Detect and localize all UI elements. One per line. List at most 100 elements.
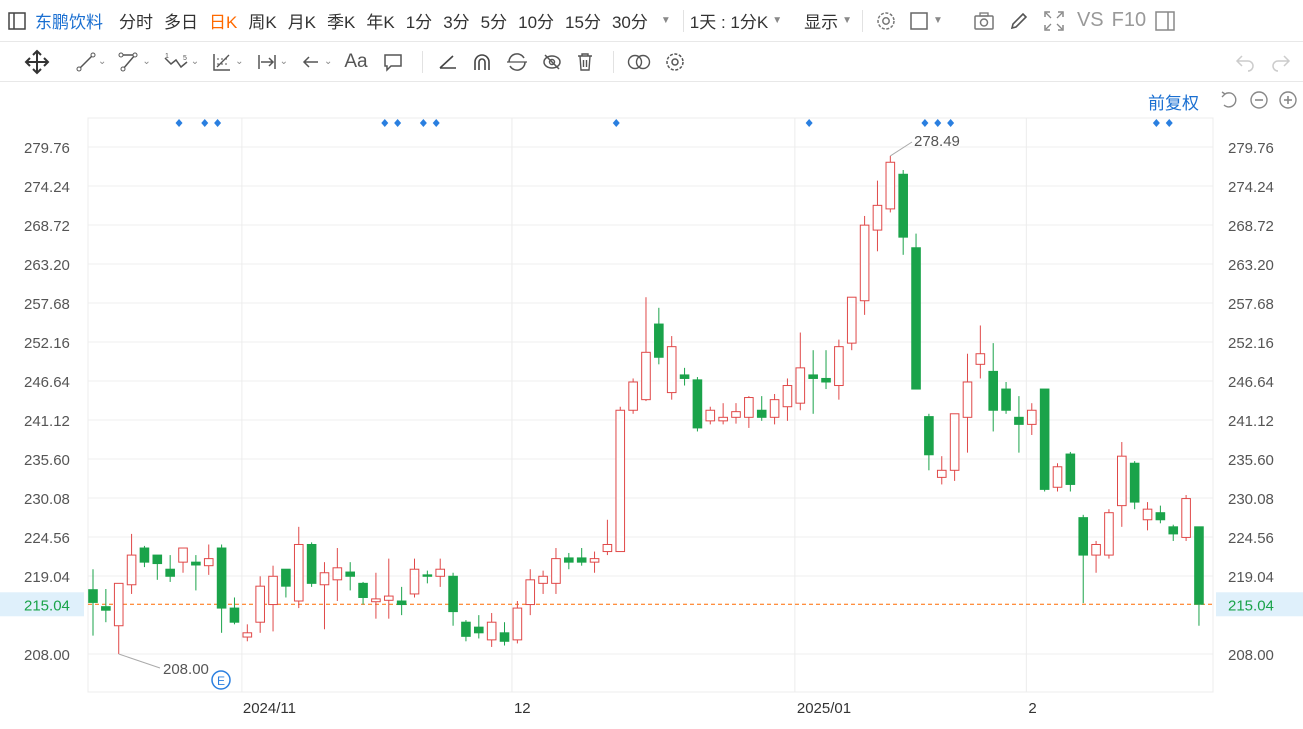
- max-label: 278.49: [914, 133, 960, 150]
- tab-period[interactable]: 季K: [327, 13, 356, 32]
- event-diamond: [381, 119, 389, 127]
- candle-body: [795, 367, 806, 404]
- tab-period[interactable]: 5分: [480, 13, 508, 32]
- event-diamond: [201, 119, 209, 127]
- fullscreen-icon[interactable]: [1043, 10, 1065, 32]
- candle-body: [435, 568, 446, 577]
- tab-period[interactable]: 年K: [366, 13, 395, 32]
- tab-period[interactable]: 3分: [443, 13, 470, 32]
- cycle-icon[interactable]: [505, 51, 529, 73]
- hide-icon[interactable]: [541, 51, 563, 73]
- candle-body: [654, 323, 664, 358]
- candle-body: [332, 567, 343, 581]
- camera-icon[interactable]: [973, 11, 995, 31]
- candle-body: [1014, 416, 1024, 425]
- candle-body: [88, 589, 98, 603]
- zoom-out-icon[interactable]: [1248, 89, 1270, 111]
- tab-period[interactable]: 1分: [405, 13, 433, 32]
- y-tick-label-left: 224.56: [24, 530, 70, 547]
- candle-body: [602, 543, 613, 553]
- fib-icon[interactable]: ⌄: [211, 51, 244, 73]
- x-tick-label: 2: [1028, 700, 1036, 717]
- top-bar: 东鹏饮料 分时 多日 日K 周K 月K 季K 年K 1分 3分 5分 10分 15分 30分 ▼ 1天 …: [0, 0, 1303, 42]
- range-select[interactable]: 1天 : 1分K: [689, 13, 769, 32]
- adjust-select[interactable]: 前复权: [1148, 94, 1199, 113]
- angle-icon[interactable]: [437, 52, 459, 72]
- link-icon[interactable]: [626, 52, 652, 72]
- settings-icon[interactable]: [875, 10, 897, 32]
- candle-body: [1129, 462, 1140, 503]
- candle-body: [281, 568, 291, 587]
- reset-icon[interactable]: [1219, 89, 1241, 111]
- y-tick-label-left: 252.16: [24, 335, 70, 352]
- stock-name[interactable]: 东鹏饮料: [35, 13, 103, 32]
- trash-icon[interactable]: [575, 51, 595, 73]
- comment-icon[interactable]: [382, 52, 404, 72]
- panel-icon[interactable]: [7, 11, 27, 31]
- current-price-label-right: 215.04: [1228, 597, 1274, 614]
- chevron-down-icon[interactable]: ▼: [772, 15, 783, 26]
- arrow-icon[interactable]: ⌄: [300, 52, 332, 72]
- undo-icon[interactable]: [1234, 52, 1256, 72]
- event-diamond: [214, 119, 222, 127]
- sidebar-icon[interactable]: [1154, 10, 1176, 32]
- candle-body: [859, 224, 870, 302]
- tab-period[interactable]: 月K: [287, 13, 317, 32]
- wave-icon[interactable]: 1 5 ⌄: [164, 52, 200, 68]
- event-diamond: [805, 119, 813, 127]
- tab-period[interactable]: 周K: [248, 13, 277, 32]
- square-icon[interactable]: [909, 11, 929, 31]
- candle-body: [1052, 466, 1063, 488]
- candle-body: [203, 558, 214, 567]
- display-menu[interactable]: 显示: [804, 13, 839, 32]
- candle-body: [409, 568, 420, 595]
- redo-icon[interactable]: [1270, 52, 1292, 72]
- candle-body: [229, 607, 240, 623]
- divider: [612, 50, 614, 73]
- move-icon[interactable]: [24, 49, 50, 75]
- chevron-down-icon[interactable]: ▼: [842, 15, 853, 26]
- tab-period[interactable]: 分时: [119, 13, 153, 32]
- candle-body: [383, 595, 394, 601]
- measure-icon[interactable]: ⌄: [256, 52, 288, 72]
- f10-button[interactable]: F10: [1111, 9, 1147, 31]
- tab-period[interactable]: 10分: [518, 13, 555, 32]
- event-diamond: [921, 119, 929, 127]
- candle-body: [293, 543, 304, 602]
- candle-body: [242, 632, 253, 638]
- chevron-down-icon[interactable]: ▼: [933, 15, 943, 26]
- candle-body: [538, 575, 548, 584]
- candle-body: [628, 381, 638, 411]
- candle-body: [911, 247, 921, 390]
- vs-button[interactable]: VS: [1076, 9, 1104, 31]
- arch-icon[interactable]: [471, 51, 493, 73]
- pen-icon[interactable]: [1009, 11, 1029, 31]
- candle-body: [1117, 455, 1127, 507]
- tab-period[interactable]: 30分: [611, 13, 648, 32]
- candle-body: [139, 547, 150, 563]
- text-icon[interactable]: Aa: [344, 50, 368, 72]
- candle-body: [178, 547, 188, 563]
- y-tick-label-right: 257.68: [1228, 296, 1274, 313]
- event-e-icon: [211, 670, 231, 690]
- candle-body: [268, 575, 278, 606]
- candle-body: [255, 585, 265, 623]
- tab-period[interactable]: 15分: [565, 13, 601, 32]
- y-tick-label-right: 268.72: [1228, 218, 1274, 235]
- candle-body: [1039, 388, 1050, 490]
- event-diamond: [432, 119, 440, 127]
- candle-body: [152, 554, 163, 565]
- candle-body: [962, 381, 973, 418]
- y-tick-label-right: 219.04: [1228, 569, 1274, 586]
- channel-icon[interactable]: ⌄: [118, 52, 151, 72]
- gear-icon[interactable]: [664, 51, 686, 73]
- line-icon[interactable]: ⌄: [76, 52, 106, 72]
- candle-body: [448, 575, 458, 613]
- tab-period[interactable]: 多日: [164, 13, 198, 32]
- chevron-down-icon[interactable]: ▼: [660, 15, 671, 26]
- event-e-label: E: [217, 674, 225, 688]
- candle-body: [101, 606, 111, 611]
- tab-period[interactable]: 日K: [209, 13, 238, 32]
- zoom-in-icon[interactable]: [1277, 89, 1299, 111]
